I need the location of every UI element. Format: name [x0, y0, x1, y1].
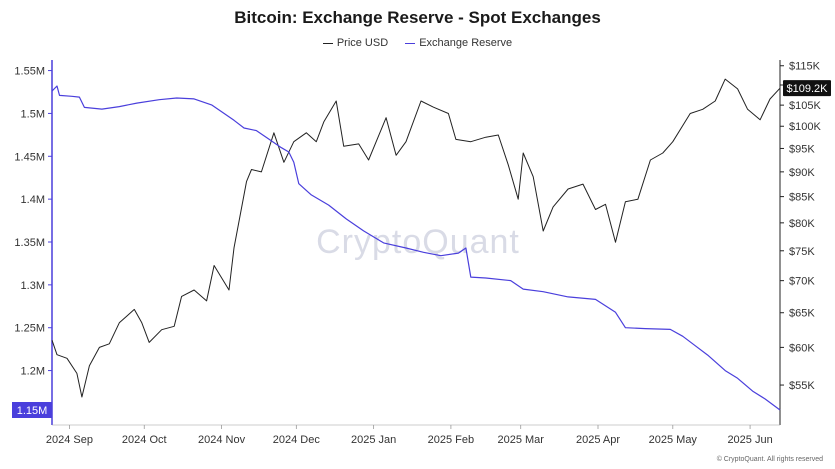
legend-swatch-reserve — [405, 42, 416, 44]
x-axis-ticks: 2024 Sep 2024 Oct 2024 Nov 2024 Dec 2025 Jan… — [46, 425, 773, 446]
right-tick-label: $80K — [789, 218, 815, 230]
right-tick-label: $85K — [789, 192, 815, 204]
right-axis-ticks: $115K$110K$105K$100K$95K$90K$85K$80K$75K… — [780, 61, 821, 392]
legend-swatch-price — [322, 42, 333, 44]
x-tick-label: 2025 Jan — [351, 434, 396, 446]
right-tick-label: $105K — [789, 100, 821, 112]
right-tick-label: $95K — [789, 143, 815, 155]
copyright-credit: © CryptoQuant. All rights reserved — [716, 456, 823, 463]
legend-item-price[interactable]: Price USD — [322, 37, 389, 49]
legend-label-price: Price USD — [336, 37, 389, 49]
chart-legend: Price USD Exchange Reserve — [0, 37, 835, 49]
right-tick-label: $100K — [789, 121, 821, 133]
right-tick-label: $90K — [789, 167, 815, 179]
x-tick-label: 2024 Sep — [46, 434, 93, 446]
current-price-value: $109.2K — [787, 83, 829, 95]
right-tick-label: $55K — [789, 380, 815, 392]
x-tick-label: 2024 Nov — [198, 434, 246, 446]
left-tick-label: 1.2M — [21, 366, 45, 378]
legend-label-reserve: Exchange Reserve — [419, 37, 513, 49]
current-reserve-value: 1.15M — [17, 405, 48, 417]
left-tick-label: 1.45M — [14, 151, 45, 163]
current-price-badge: $109.2K — [783, 80, 831, 97]
right-tick-label: $70K — [789, 276, 815, 288]
left-tick-label: 1.55M — [14, 66, 45, 78]
x-tick-label: 2024 Oct — [122, 434, 167, 446]
watermark-text: CryptoQuant — [316, 223, 520, 261]
right-tick-label: $115K — [789, 61, 821, 73]
x-tick-label: 2025 Mar — [497, 434, 544, 446]
legend-item-reserve[interactable]: Exchange Reserve — [405, 37, 512, 49]
x-tick-label: 2025 Jun — [727, 434, 772, 446]
left-axis-ticks: 1.55M 1.5M 1.45M 1.4M 1.35M 1.3M 1.25M 1.2M — [14, 66, 52, 378]
x-tick-label: 2024 Dec — [273, 434, 321, 446]
chart-title: Bitcoin: Exchange Reserve - Spot Exchang… — [234, 8, 601, 27]
left-tick-label: 1.25M — [14, 323, 45, 335]
current-reserve-badge-bg — [12, 402, 52, 418]
series-line-price — [51, 78, 781, 398]
x-tick-label: 2025 May — [649, 434, 698, 446]
current-reserve-badge: 1.15M — [12, 402, 52, 418]
right-tick-label: $65K — [789, 308, 815, 320]
left-tick-label: 1.35M — [14, 237, 45, 249]
right-tick-label: $60K — [789, 342, 815, 354]
right-tick-label: $75K — [789, 246, 815, 258]
x-tick-label: 2025 Apr — [576, 434, 620, 446]
left-tick-label: 1.5M — [21, 108, 45, 120]
series-line-reserve — [51, 85, 781, 411]
left-tick-label: 1.3M — [21, 280, 45, 292]
left-tick-label: 1.4M — [21, 194, 45, 206]
current-price-badge-bg — [783, 80, 831, 97]
x-tick-label: 2025 Feb — [428, 434, 474, 446]
